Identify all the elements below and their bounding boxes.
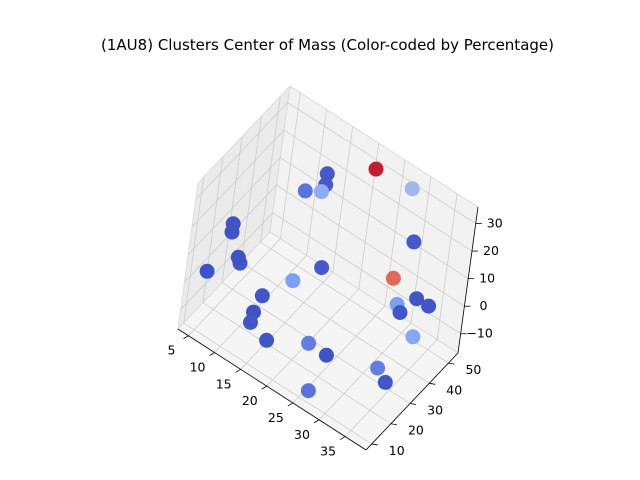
data-point	[318, 347, 334, 363]
data-point	[405, 329, 421, 345]
data-point	[254, 288, 270, 304]
grid-line-x	[292, 159, 406, 404]
data-point	[368, 161, 384, 177]
data-point	[404, 181, 420, 197]
data-point	[406, 234, 422, 250]
y-tick-label: 40	[446, 382, 462, 397]
x-tick	[235, 368, 241, 373]
grid-line-y	[259, 96, 449, 364]
grid-line-y	[183, 176, 373, 445]
y-tick	[410, 403, 417, 405]
x-tick-label: 5	[167, 343, 175, 358]
x-tick-label: 20	[242, 393, 258, 408]
y-tick	[448, 362, 455, 365]
data-point	[319, 166, 335, 182]
z-tick-label: 10	[479, 271, 495, 286]
data-point	[409, 291, 425, 307]
data-point	[421, 298, 437, 314]
y-tick	[371, 443, 378, 446]
y-tick-label: 10	[389, 443, 405, 458]
chart-title: (1AU8) Clusters Center of Mass (Color-co…	[101, 36, 554, 54]
data-point	[385, 270, 401, 286]
data-point	[301, 335, 317, 351]
grid-line-z	[184, 184, 465, 307]
x-tick	[287, 402, 294, 407]
grid-line-x	[266, 143, 380, 387]
data-point	[297, 183, 313, 199]
y-tick-label: 30	[427, 403, 443, 418]
data-point	[314, 184, 329, 200]
x-tick-label: 15	[216, 376, 232, 391]
y-tick-label: 20	[408, 423, 424, 438]
x-tick	[209, 352, 215, 356]
y-axis-line	[365, 352, 459, 451]
data-point	[199, 263, 215, 279]
grid-line-x	[344, 193, 458, 437]
x-tick-label: 35	[320, 444, 336, 459]
z-tick-label: 30	[487, 216, 503, 231]
z-tick-label: 0	[479, 298, 487, 313]
grid-line-z	[191, 129, 473, 252]
data-point	[230, 249, 246, 265]
y-tick	[390, 423, 397, 426]
x-tick	[183, 335, 189, 340]
grid-line-y	[202, 156, 392, 425]
data-point	[243, 314, 258, 330]
z-axis-line	[457, 206, 479, 354]
data-point	[377, 374, 393, 390]
data-point	[370, 360, 386, 376]
grid-line-z	[187, 157, 469, 279]
x-tick-label: 30	[294, 427, 310, 442]
grid-line-x	[318, 176, 432, 421]
y-tick	[429, 382, 436, 385]
z-tick-label: −10	[466, 326, 492, 341]
y-tick-label: 50	[465, 362, 481, 377]
x-axis-line	[177, 328, 367, 451]
x-tick-label: 10	[190, 360, 206, 375]
data-point	[259, 332, 275, 348]
data-point	[300, 383, 316, 399]
data-point	[224, 224, 240, 240]
z-tick-label: 20	[483, 243, 499, 258]
x-tick	[339, 436, 346, 440]
data-point	[314, 260, 330, 276]
grid-line-x	[188, 92, 301, 336]
data-point	[285, 273, 301, 289]
data-point	[392, 305, 408, 320]
x-tick-label: 25	[268, 410, 284, 425]
x-tick	[261, 385, 267, 390]
x-tick	[313, 419, 320, 424]
grid-line-y	[221, 136, 411, 404]
